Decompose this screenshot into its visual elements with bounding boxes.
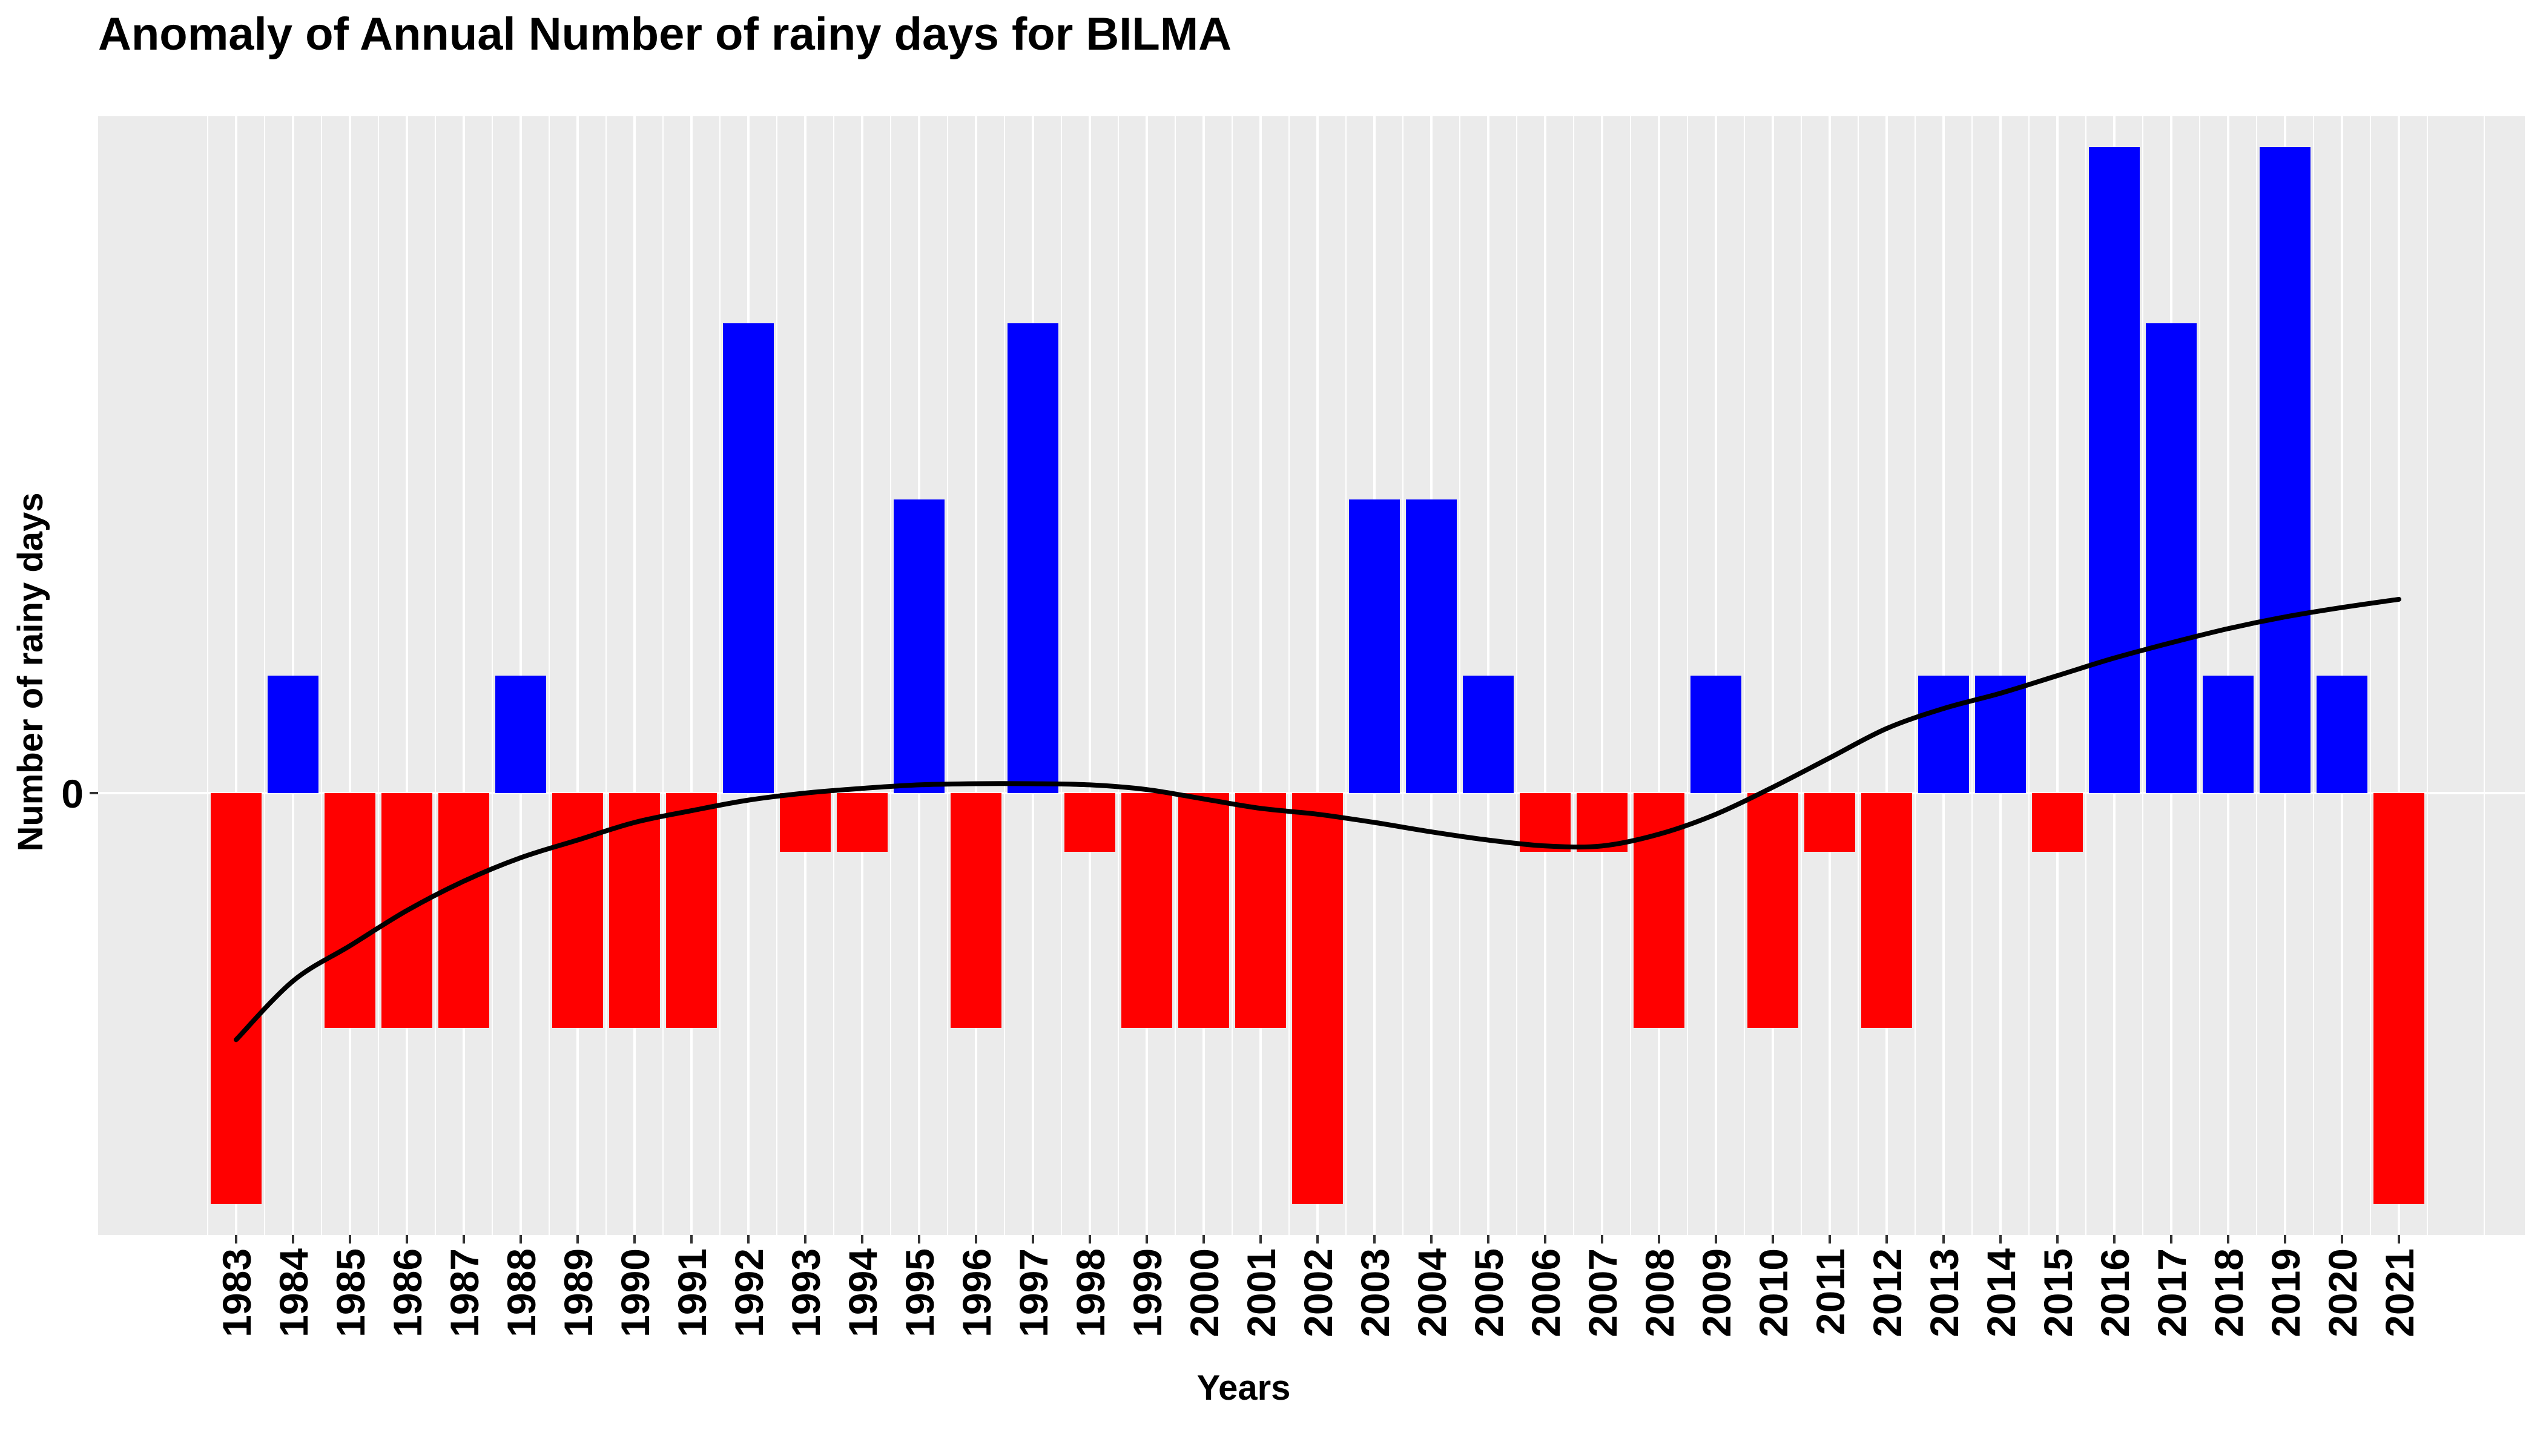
y-tick-label: 0 — [61, 771, 84, 816]
x-tick-label-2018: 2018 — [2206, 1248, 2251, 1337]
bar-2017 — [2146, 323, 2197, 793]
bar-2013 — [1918, 676, 1969, 793]
bar-2011 — [1804, 793, 1855, 852]
x-tick-label-1991: 1991 — [670, 1248, 714, 1337]
bar-1991 — [666, 793, 717, 1028]
x-tick-label-2005: 2005 — [1466, 1248, 1511, 1337]
bar-2019 — [2260, 147, 2310, 793]
bar-2003 — [1349, 499, 1400, 793]
x-tick-label-2012: 2012 — [1865, 1248, 1910, 1337]
x-tick-label-1985: 1985 — [328, 1248, 373, 1337]
bar-2004 — [1406, 499, 1457, 793]
x-tick-label-2001: 2001 — [1239, 1248, 1284, 1337]
bar-1985 — [325, 793, 375, 1028]
x-tick-label-2004: 2004 — [1410, 1248, 1454, 1337]
x-tick-label-1984: 1984 — [271, 1248, 316, 1337]
y-axis-label: Number of rainy days — [11, 492, 50, 851]
bar-1996 — [951, 793, 1001, 1028]
x-tick-label-2006: 2006 — [1523, 1248, 1568, 1337]
x-tick-label-1997: 1997 — [1011, 1248, 1056, 1337]
x-tick-label-2014: 2014 — [1979, 1248, 2024, 1337]
bar-1988 — [495, 676, 546, 793]
bar-1984 — [268, 676, 318, 793]
y-axis: 0 — [61, 771, 98, 816]
x-tick-label-1995: 1995 — [897, 1248, 942, 1337]
x-tick-label-2002: 2002 — [1296, 1248, 1341, 1337]
x-tick-label-1999: 1999 — [1125, 1248, 1170, 1337]
bar-1987 — [438, 793, 489, 1028]
bar-2020 — [2317, 676, 2367, 793]
bar-2021 — [2373, 793, 2424, 1204]
x-tick-label-1986: 1986 — [385, 1248, 430, 1337]
bar-2012 — [1861, 793, 1912, 1028]
x-tick-label-2019: 2019 — [2263, 1248, 2308, 1337]
bar-2002 — [1292, 793, 1343, 1204]
bar-2016 — [2089, 147, 2140, 793]
bar-2010 — [1747, 793, 1798, 1028]
x-tick-label-2011: 2011 — [1808, 1248, 1853, 1335]
x-axis-label: Years — [1197, 1368, 1291, 1408]
bar-1992 — [723, 323, 774, 793]
bar-2018 — [2203, 676, 2254, 793]
bar-2009 — [1690, 676, 1741, 793]
bar-1990 — [609, 793, 660, 1028]
x-tick-label-1994: 1994 — [840, 1248, 885, 1337]
bar-1999 — [1121, 793, 1172, 1028]
chart-title: Anomaly of Annual Number of rainy days f… — [98, 8, 1232, 60]
x-tick-label-2007: 2007 — [1580, 1248, 1625, 1337]
bar-1989 — [552, 793, 603, 1028]
bar-2001 — [1235, 793, 1286, 1028]
x-tick-label-1990: 1990 — [613, 1248, 658, 1337]
bars — [211, 147, 2424, 1204]
x-tick-label-2020: 2020 — [2320, 1248, 2365, 1337]
x-tick-label-2021: 2021 — [2377, 1248, 2422, 1337]
x-tick-label-1998: 1998 — [1068, 1248, 1113, 1337]
x-tick-label-1996: 1996 — [954, 1248, 999, 1337]
trend-line — [234, 596, 2401, 1043]
x-tick-label-2009: 2009 — [1694, 1248, 1739, 1337]
bar-2005 — [1463, 676, 1514, 793]
x-tick-label-2010: 2010 — [1751, 1248, 1796, 1337]
bar-1997 — [1008, 323, 1058, 793]
x-tick-label-2003: 2003 — [1353, 1248, 1397, 1337]
x-tick-label-1989: 1989 — [556, 1248, 601, 1337]
bar-1998 — [1064, 793, 1115, 852]
bar-1994 — [837, 793, 888, 852]
x-tick-label-2013: 2013 — [1922, 1248, 1967, 1337]
x-axis: 1983 1984 1985 1986 1987 1988 1989 1990 1991 1992… — [214, 1235, 2422, 1337]
x-tick-label-2017: 2017 — [2149, 1248, 2194, 1337]
bar-2015 — [2032, 793, 2083, 852]
bar-1993 — [780, 793, 831, 852]
x-tick-label-2008: 2008 — [1637, 1248, 1682, 1337]
bar-2000 — [1178, 793, 1229, 1028]
x-tick-label-2000: 2000 — [1182, 1248, 1227, 1337]
bar-2006 — [1520, 793, 1571, 852]
bar-1995 — [894, 499, 945, 793]
x-tick-label-2015: 2015 — [2036, 1248, 2080, 1337]
x-tick-label-1983: 1983 — [214, 1248, 259, 1337]
bar-1983 — [211, 793, 262, 1204]
x-tick-label-1988: 1988 — [499, 1248, 544, 1337]
x-tick-label-1987: 1987 — [442, 1248, 487, 1337]
x-tick-label-1993: 1993 — [783, 1248, 828, 1337]
x-tick-label-2016: 2016 — [2093, 1248, 2137, 1337]
x-tick-label-1992: 1992 — [727, 1248, 771, 1337]
